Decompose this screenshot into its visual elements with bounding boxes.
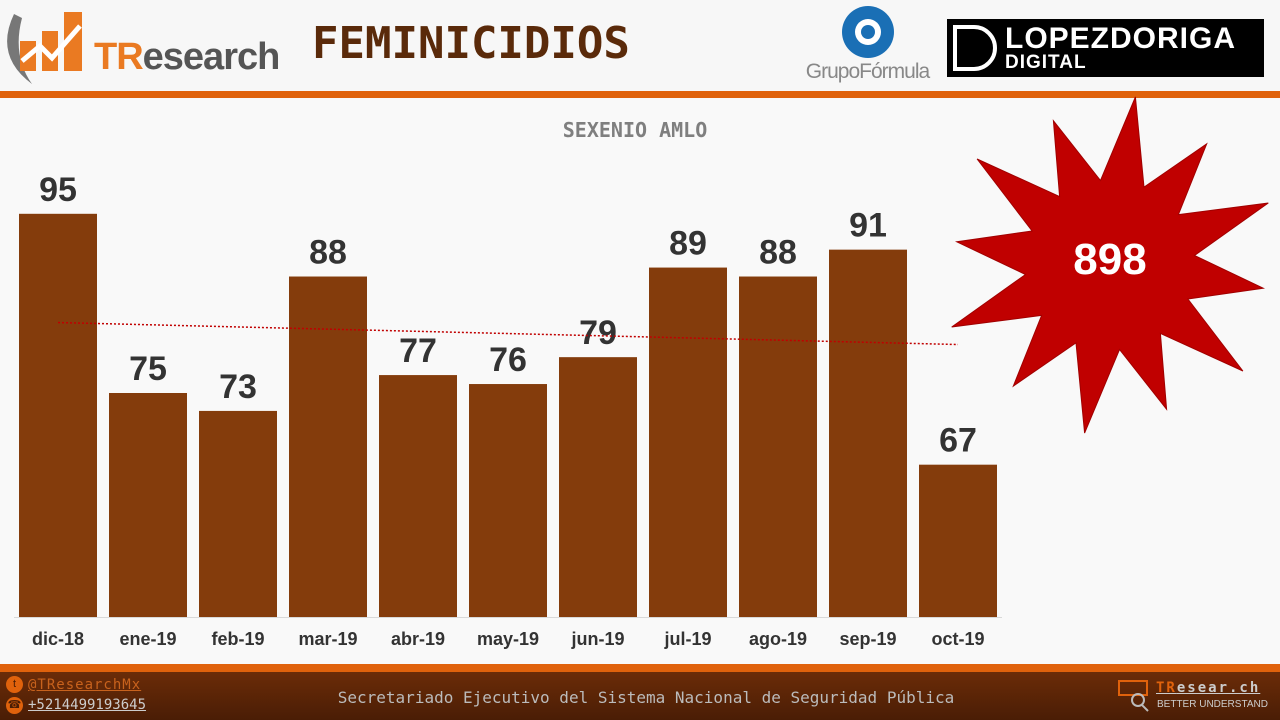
x-tick-label: sep-19 [839,629,896,649]
starburst-shape [951,96,1269,434]
bar-oct-19 [919,464,997,617]
digital-text: DIGITAL [1005,52,1087,73]
bar-may-19 [469,384,547,617]
grupo-formula-logo: GrupoFórmula [800,4,935,86]
data-label: 95 [39,171,77,209]
grupo-formula-text: GrupoFórmula [805,60,930,83]
bar-abr-19 [379,375,457,617]
logo-tr: TR [94,36,144,78]
lopezdoriga-mark-icon [953,25,997,71]
bar-ago-19 [739,276,817,617]
bar-feb-19 [199,410,277,617]
x-tick-label: dic-18 [32,629,84,649]
x-tick-label: jul-19 [663,629,711,649]
bar-sep-19 [829,249,907,617]
total-value: 898 [1073,235,1146,284]
data-label: 88 [309,234,347,272]
header-divider [0,91,1280,98]
data-label: 76 [489,341,527,379]
brand-tr: TR [1156,680,1177,696]
x-tick-label: mar-19 [298,629,357,649]
bar-jun-19 [559,357,637,617]
x-tick-label: ago-19 [749,629,807,649]
tagline: BETTER UNDERSTAND [1157,699,1268,710]
data-label: 67 [939,422,977,460]
x-tick-label: oct-19 [931,629,984,649]
data-label: 79 [579,314,617,352]
footer: t @TResearchMx ☎ +5214499193645 Secretar… [0,664,1280,720]
twitter-icon: t [6,676,23,693]
total-starburst: 898 [951,96,1269,434]
phone-link[interactable]: +5214499193645 [28,697,147,713]
bar-mar-19 [289,276,367,617]
data-label: 89 [669,225,707,263]
logo-esearch: esearch [142,36,281,78]
page-title: FEMINICIDIOS [312,18,630,69]
x-tick-label: may-19 [477,629,539,649]
bar-chart: 95 dic-18 75 ene-19 73 feb-19 88 mar-19 77 abr-19… [14,171,1002,649]
data-label: 88 [759,234,797,272]
lopezdoriga-logo: LOPEZDORIGA DIGITAL [947,19,1264,77]
lopezdoriga-text: LOPEZDORIGA [1005,22,1237,55]
data-label: 75 [129,350,167,388]
x-tick-label: feb-19 [211,629,264,649]
data-label: 91 [849,207,887,245]
x-tick-label: ene-19 [119,629,176,649]
brand-rest: esear.ch [1176,680,1261,696]
chart-title: SEXENIO AMLO [562,118,708,142]
twitter-link[interactable]: @TResearchMx [28,677,142,693]
bar-dic-18 [19,213,97,618]
tresearch-logo: TResearch [2,6,292,90]
data-label: 77 [399,332,437,370]
tresearch-link[interactable]: TResear.ch [1156,680,1260,696]
whatsapp-icon: ☎ [6,697,23,714]
bar-jul-19 [649,267,727,617]
x-tick-label: jun-19 [570,629,624,649]
x-tick-label: abr-19 [391,629,445,649]
data-label: 73 [219,368,257,406]
www-search-icon [1118,680,1149,712]
source-text: Secretariado Ejecutivo del Sistema Nacio… [337,688,955,707]
tresearch-chart-icon [7,12,82,84]
bar-ene-19 [109,393,187,617]
